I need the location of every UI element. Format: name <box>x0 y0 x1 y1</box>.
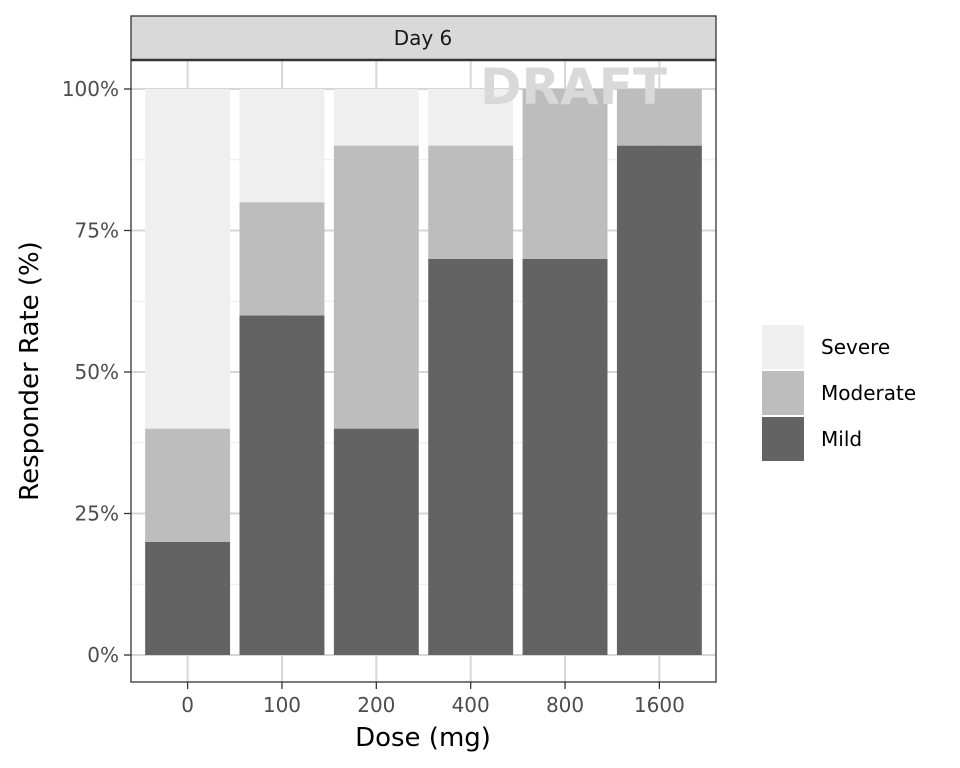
y-axis-title: Responder Rate (%) <box>15 241 45 501</box>
bar-mild-dose-0 <box>145 541 231 655</box>
bar-moderate-dose-100 <box>239 202 325 316</box>
bar-mild-dose-100 <box>239 315 325 655</box>
y-tick-label: 75% <box>75 219 119 243</box>
bar-moderate-dose-200 <box>333 145 419 429</box>
legend-label-moderate: Moderate <box>821 381 916 405</box>
bar-mild-dose-200 <box>333 428 419 655</box>
bar-moderate-dose-400 <box>428 145 514 259</box>
bar-moderate-dose-800 <box>522 89 608 259</box>
watermark-text: DRAFT <box>480 58 667 116</box>
bars <box>145 89 702 655</box>
facet-strip-label: Day 6 <box>394 26 453 50</box>
x-tick-label: 800 <box>546 693 584 717</box>
legend-key-moderate <box>762 371 804 415</box>
x-axis: 0 100 200 400 800 1600 <box>181 682 685 717</box>
y-tick-label: 0% <box>87 643 119 667</box>
bar-mild-dose-800 <box>522 258 608 655</box>
x-axis-title: Dose (mg) <box>355 723 491 753</box>
x-tick-label: 400 <box>452 693 490 717</box>
bar-severe-dose-100 <box>239 89 325 203</box>
y-axis: 0% 25% 50% 75% 100% <box>62 77 131 667</box>
y-tick-label: 100% <box>62 77 119 101</box>
x-tick-label: 0 <box>181 693 194 717</box>
facet-strip <box>130 15 717 61</box>
legend-key-severe <box>762 325 804 369</box>
legend-label-severe: Severe <box>821 335 890 359</box>
bar-moderate-dose-1600 <box>616 89 702 146</box>
bar-severe-dose-200 <box>333 89 419 146</box>
bar-severe-dose-400 <box>428 89 514 146</box>
y-tick-label: 25% <box>75 502 119 526</box>
bar-moderate-dose-0 <box>145 428 231 542</box>
legend: Severe Moderate Mild <box>762 325 916 461</box>
legend-key-mild <box>762 417 804 461</box>
x-tick-label: 100 <box>263 693 301 717</box>
y-tick-label: 50% <box>75 360 119 384</box>
bar-severe-dose-0 <box>145 89 231 429</box>
bar-mild-dose-400 <box>428 258 514 655</box>
x-tick-label: 1600 <box>634 693 685 717</box>
x-tick-label: 200 <box>357 693 395 717</box>
legend-label-mild: Mild <box>821 427 862 451</box>
bar-mild-dose-1600 <box>616 145 702 655</box>
